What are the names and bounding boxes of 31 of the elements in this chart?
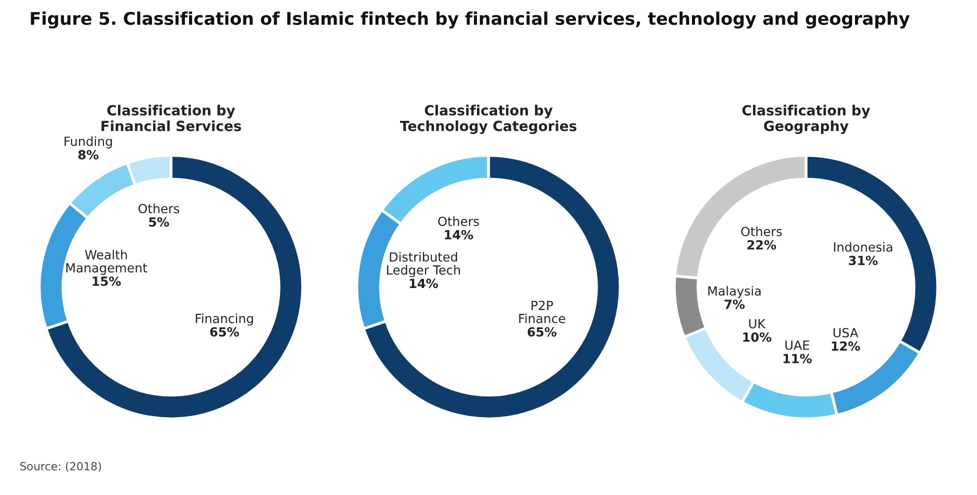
data-label: 22% (748, 240, 776, 250)
slice-label: Indonesia (834, 242, 892, 252)
slice-label: Wealth Management (66, 250, 148, 275)
slice-label: USA (834, 328, 858, 338)
slice-label: Others (138, 204, 180, 214)
slice-label: Financing (196, 314, 253, 326)
data-label: 8% (78, 150, 98, 160)
data-label: 7% (724, 300, 745, 310)
slice-label: UAE (785, 340, 810, 350)
chart-title: Classification by Technology Categories (400, 104, 576, 134)
data-label: 10% (743, 332, 772, 342)
data-label: 14% (410, 278, 438, 288)
slice-label: P2P Finance (519, 300, 566, 324)
data-label: 11% (784, 354, 812, 364)
slice-label: Distributed Ledger Tech (387, 252, 460, 278)
source-note: Source: (2018) (20, 462, 101, 472)
caption: Figure 5. Classification of Islamic fintech by financial services, technology and geography (30, 12, 910, 28)
chart-title: Classification by Geography (742, 104, 870, 134)
slice-label: UK (749, 319, 766, 328)
slice-label: Funding (64, 136, 112, 148)
data-label: 31% (848, 256, 878, 266)
data-label: 65% (528, 327, 556, 337)
data-label: 14% (444, 230, 474, 240)
slice-label: Malaysia (708, 286, 761, 298)
data-label: 5% (149, 217, 170, 227)
data-label: 12% (832, 341, 860, 351)
data-label: 65% (210, 327, 239, 337)
data-label: 15% (92, 276, 121, 286)
chart-title: Classification by Financial Services (102, 104, 241, 132)
slice-label: Others (741, 226, 782, 236)
slice-label: Others (438, 216, 479, 226)
